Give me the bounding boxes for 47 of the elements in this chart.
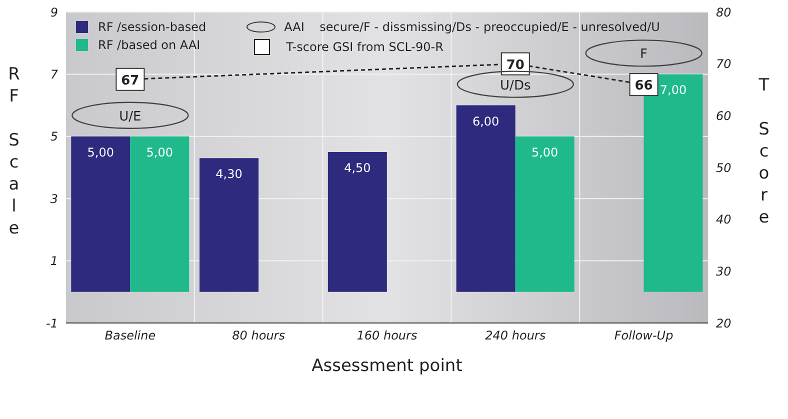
data-label: 66 — [634, 78, 653, 94]
y2-tick-label: 80 — [716, 5, 732, 20]
y2-tick-label: 20 — [716, 316, 732, 330]
x-tick-label: Baseline — [104, 328, 156, 343]
bar — [328, 152, 387, 292]
x-tick-label: 240 hours — [485, 328, 546, 343]
text: T Score — [758, 76, 770, 228]
bar — [515, 136, 574, 292]
y-tick-label: -1 — [46, 316, 58, 330]
data-label: 5,00 — [87, 145, 114, 160]
y2-tick-label: 50 — [716, 160, 732, 175]
y2-tick-label: 30 — [716, 264, 732, 278]
x-axis-title: Assessment point — [312, 356, 463, 376]
bar — [200, 158, 259, 292]
bar — [456, 105, 516, 292]
y-tick-label: 1 — [50, 254, 58, 268]
y-tick-label: 5 — [50, 130, 58, 144]
bar — [130, 136, 190, 292]
ellipse-label: U/Ds — [456, 70, 574, 98]
x-tick-label: 160 hours — [356, 328, 418, 343]
annotation: AAI secure/F - dissmissing/Ds - preoccupied/E - unresolved/U — [283, 19, 660, 36]
data-label: 7,00 — [660, 83, 687, 98]
annotation: F — [640, 47, 648, 62]
x-tick-label: 80 hours — [232, 328, 286, 343]
y-tick-label: 7 — [50, 67, 58, 82]
y-tick-label: 3 — [50, 192, 58, 206]
y2-tick-label: 40 — [716, 212, 732, 227]
y2-tick-label: 60 — [716, 108, 732, 123]
y-tick-label: 9 — [50, 5, 58, 20]
x-tick-label: Follow-Up — [614, 328, 674, 343]
data-label: 4,50 — [344, 160, 371, 175]
legend-label: T-score GSI from SCL-90-R — [286, 40, 444, 54]
data-label: 67 — [121, 73, 140, 88]
text: RF Scale — [8, 64, 20, 238]
y2-tick-label: 70 — [716, 57, 732, 72]
data-label: 5,00 — [531, 145, 558, 160]
annotation: U/E — [119, 109, 142, 124]
data-label: 6,00 — [472, 114, 500, 128]
bar — [71, 136, 130, 292]
annotation: U/Ds — [500, 78, 531, 94]
ellipse-label: F — [585, 40, 702, 67]
legend-label: RF /session-based — [97, 19, 206, 36]
legend-label: RF /based on AAI — [97, 37, 202, 54]
data-label: 4,30 — [216, 167, 242, 182]
data-label: 70 — [506, 58, 524, 73]
ellipse-label: U/E — [72, 102, 189, 129]
data-label: 5,00 — [146, 145, 173, 160]
